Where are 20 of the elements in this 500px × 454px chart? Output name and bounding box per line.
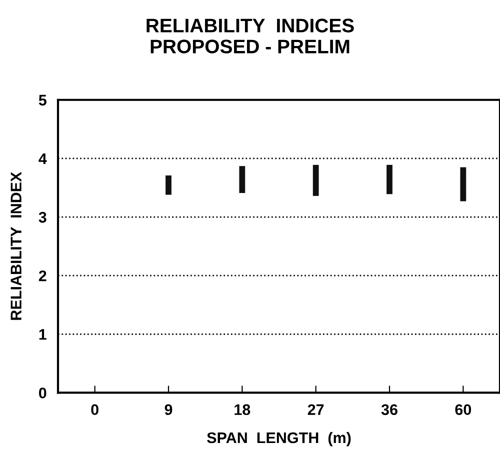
y-tick-label: 5: [38, 94, 46, 106]
bar: [166, 175, 172, 195]
bar: [312, 164, 319, 196]
x-axis-title: SPAN LENGTH (m): [207, 432, 351, 446]
y-tick-label: 4: [38, 153, 47, 164]
x-tick-label: 27: [308, 404, 324, 415]
x-tick-label: 0: [91, 404, 98, 416]
y-tick-label: 0: [38, 388, 46, 398]
y-tick-label: 2: [38, 270, 46, 282]
x-tick-label: 36: [381, 404, 398, 416]
chart-title: RELIABILITY INDICES PROPOSED - PRELIM: [146, 18, 354, 54]
bar: [460, 167, 466, 202]
y-axis-title: RELIABILITY INDEX: [10, 172, 22, 320]
y-tick-label: 1: [39, 329, 46, 340]
bar: [386, 164, 392, 194]
bar: [239, 166, 246, 193]
x-tick-label: 18: [234, 404, 250, 416]
x-tick-label: 9: [164, 404, 172, 416]
y-tick-label: 3: [38, 212, 46, 223]
x-tick-label: 60: [455, 404, 472, 416]
